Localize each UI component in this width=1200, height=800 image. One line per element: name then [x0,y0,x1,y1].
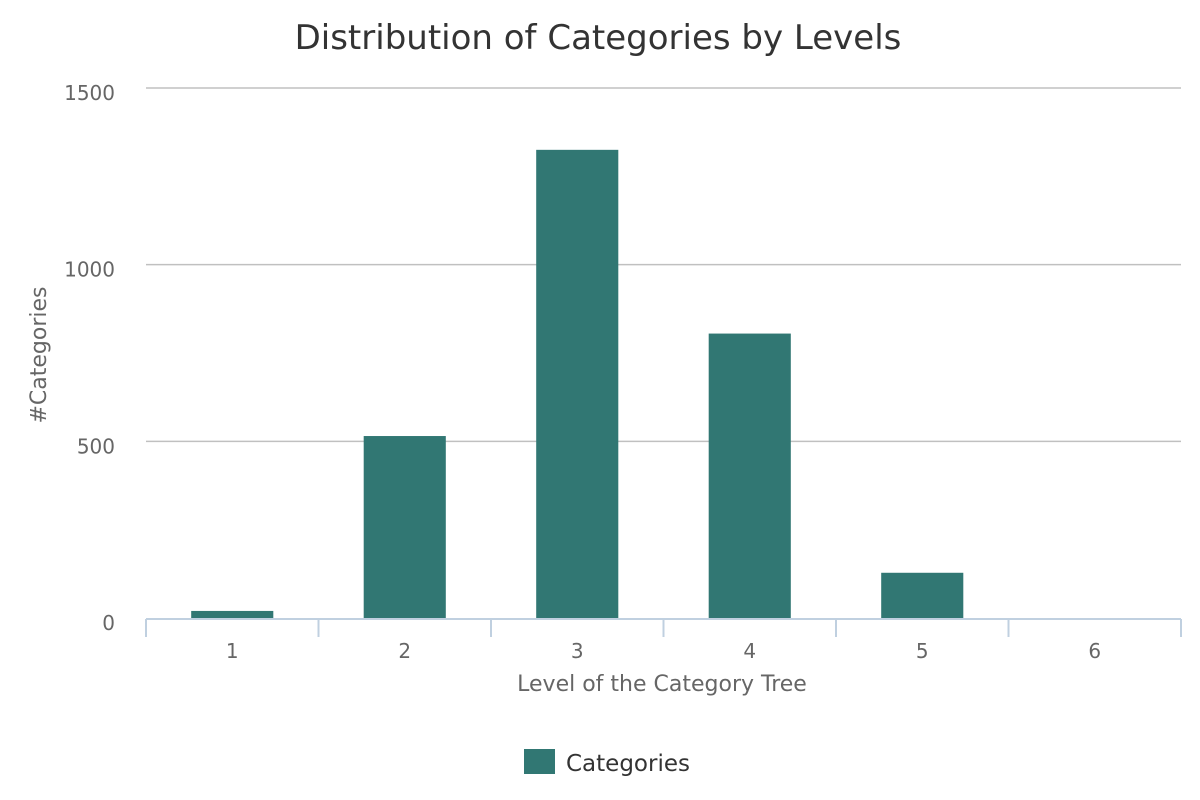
x-tick-label: 5 [916,639,929,663]
legend-swatch[interactable] [524,749,555,774]
x-tick-label: 4 [743,639,756,663]
y-axis-title: #Categories [27,286,52,423]
y-tick-label: 1000 [64,258,115,282]
bar-level-3[interactable] [536,149,619,619]
y-axis-ticks: 0 500 1000 1500 [64,81,115,635]
bar-level-5[interactable] [881,572,964,618]
chart-title: Distribution of Categories by Levels [295,18,902,58]
x-axis-title: Level of the Category Tree [517,672,807,697]
x-tick-label: 1 [226,639,239,663]
x-tick-label: 2 [398,639,411,663]
bar-level-4[interactable] [708,333,791,618]
x-axis-ticks: 1 2 3 4 5 6 [226,639,1101,663]
bar-level-2[interactable] [363,436,446,618]
y-tick-label: 1500 [64,81,115,105]
x-tick-label: 6 [1088,639,1101,663]
bars [191,149,964,619]
bar-level-1[interactable] [191,610,274,618]
legend[interactable]: Categories [524,749,690,777]
x-axis [145,618,1182,637]
x-tick-label: 3 [571,639,584,663]
y-tick-label: 500 [77,434,115,458]
grid-lines [146,87,1181,443]
y-tick-label: 0 [102,611,115,635]
legend-label-categories[interactable]: Categories [566,751,690,777]
